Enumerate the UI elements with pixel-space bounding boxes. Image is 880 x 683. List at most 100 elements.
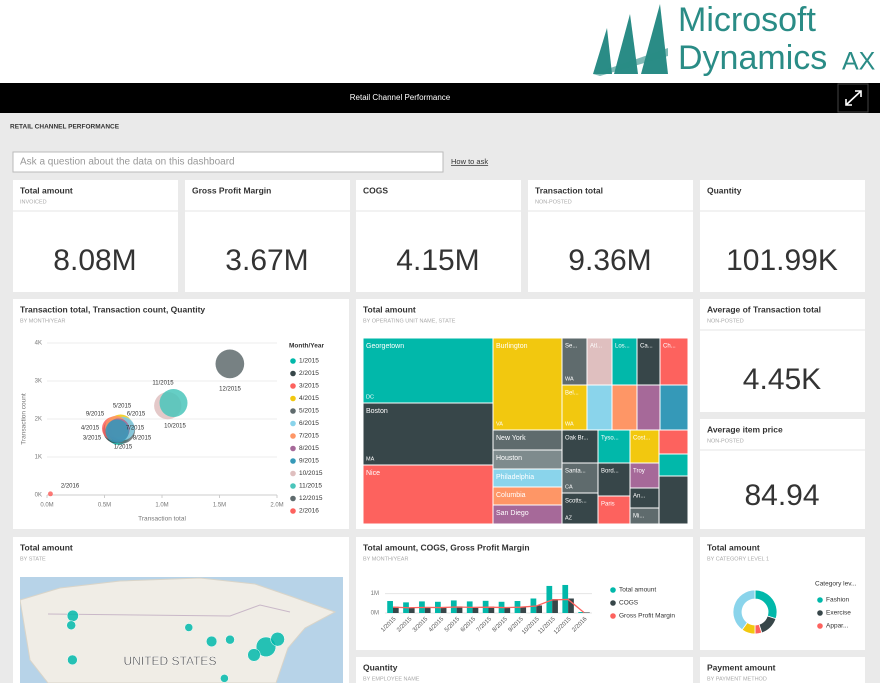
tile[interactable] [185, 180, 350, 292]
country-label: UNITED STATES [124, 654, 217, 668]
y-tick-label: 1K [35, 455, 42, 461]
data-label: 2/2016 [61, 484, 80, 490]
kpi-value: 4.45K [743, 363, 821, 396]
tile-title: Average of Transaction total [707, 304, 821, 314]
kpi-value: 101.99K [726, 244, 838, 277]
help-link[interactable]: How to ask [451, 157, 488, 166]
tile-subtitle: BY MONTH/YEAR [363, 556, 408, 562]
expand-button[interactable] [837, 83, 869, 113]
treemap-cell [561, 429, 599, 464]
legend-label: 8/2015 [299, 445, 319, 452]
tile-title: COGS [363, 185, 388, 195]
map-bubble [67, 654, 78, 666]
legend-label: 7/2015 [299, 433, 319, 440]
cell-label: Nice [366, 470, 380, 477]
tile-title: Total amount [20, 542, 73, 552]
bar [456, 606, 463, 613]
header-bar [0, 83, 880, 113]
bar [578, 612, 585, 613]
cell-label: Philadelphia [496, 474, 534, 481]
bar [472, 607, 479, 613]
y-tick-label: 2K [35, 417, 42, 423]
legend-label: 2/2016 [299, 508, 319, 515]
legend-label: Total amount [619, 587, 656, 594]
legend-marker [610, 587, 616, 593]
tile-title: Transaction total, Transaction count, Qu… [20, 304, 205, 314]
dashboard-title: RETAIL CHANNEL PERFORMANCE [10, 124, 120, 131]
bar [424, 607, 431, 613]
tile-subtitle: BY CATEGORY LEVEL 1 [707, 556, 769, 562]
tile-title: Total amount [707, 542, 760, 552]
legend-label: 12/2015 [299, 495, 323, 502]
data-label: 4/2015 [81, 426, 100, 432]
tile[interactable] [700, 657, 865, 683]
tile-subtitle: NON-POSTED [535, 199, 572, 205]
data-label: 6/2015 [127, 412, 146, 418]
legend-label: Fashion [826, 597, 850, 604]
search-placeholder[interactable]: Ask a question about the data on this da… [20, 157, 235, 168]
border [47, 604, 291, 617]
legend-label: 3/2015 [299, 383, 319, 390]
tile[interactable] [356, 657, 693, 683]
tile[interactable] [356, 180, 521, 292]
cell-label: Tyso... [601, 436, 619, 442]
tile[interactable] [700, 419, 865, 529]
cell-label: Ch... [663, 344, 676, 350]
legend-label: 1/2015 [299, 358, 319, 365]
legend-label: 2/2015 [299, 370, 319, 377]
tile-subtitle: INVOICED [20, 199, 47, 205]
data-label: 11/2015 [152, 381, 174, 387]
x-tick-label: 0.5M [98, 503, 111, 509]
data-label: 9/2015 [86, 412, 105, 418]
search-box[interactable] [12, 151, 444, 173]
cell-label: Los... [615, 344, 630, 350]
bar [392, 606, 399, 613]
map-area [20, 577, 343, 683]
y-tick-label: 3K [35, 379, 42, 385]
cell-label: Scotts... [565, 499, 587, 505]
legend-label: 11/2015 [299, 483, 322, 490]
logo [593, 4, 668, 76]
map-bubble [225, 634, 235, 645]
legend-marker [290, 495, 296, 502]
bubble [159, 389, 188, 418]
tile-title: Average item price [707, 424, 783, 434]
tile-title: Total amount [20, 185, 73, 195]
tile-subtitle: BY EMPLOYEE NAME [363, 676, 420, 682]
cell-label: Troy [633, 469, 645, 475]
bar [568, 598, 574, 613]
bar [488, 606, 495, 613]
data-label: 7/2015 [126, 426, 145, 432]
y-tick-label: 0M [371, 611, 379, 617]
tile[interactable] [700, 299, 865, 412]
legend-marker [290, 358, 296, 364]
line [392, 598, 585, 614]
treemap-cell [597, 495, 631, 525]
map-bubble [220, 674, 229, 683]
tile[interactable] [700, 537, 865, 650]
treemap-cell [611, 384, 638, 431]
treemap-cell [658, 475, 689, 525]
legend-marker [290, 408, 296, 414]
cell-label: Ca... [640, 344, 653, 350]
bar [552, 599, 558, 613]
cell-label: Bel... [565, 391, 579, 397]
legend-label: Appar... [826, 623, 849, 630]
bubble [105, 419, 129, 443]
legend-title: Month/Year [289, 343, 325, 350]
tile[interactable] [528, 180, 693, 292]
legend-label: COGS [619, 600, 639, 607]
y-axis-title: Transaction count [21, 393, 28, 445]
tile-title: Gross Profit Margin [192, 185, 271, 195]
tile-subtitle: BY MONTH/YEAR [20, 318, 65, 324]
cell-label: Burlington [496, 343, 528, 350]
treemap-cell [629, 462, 660, 489]
cell-label: Santa... [565, 469, 586, 475]
tile[interactable] [13, 180, 178, 292]
tile-title: Quantity [363, 662, 398, 672]
map-bubble [247, 648, 261, 662]
tile-title: Total amount, COGS, Gross Profit Margin [363, 542, 530, 552]
logo-text: Microsoft [678, 1, 816, 39]
tile[interactable] [700, 180, 865, 292]
